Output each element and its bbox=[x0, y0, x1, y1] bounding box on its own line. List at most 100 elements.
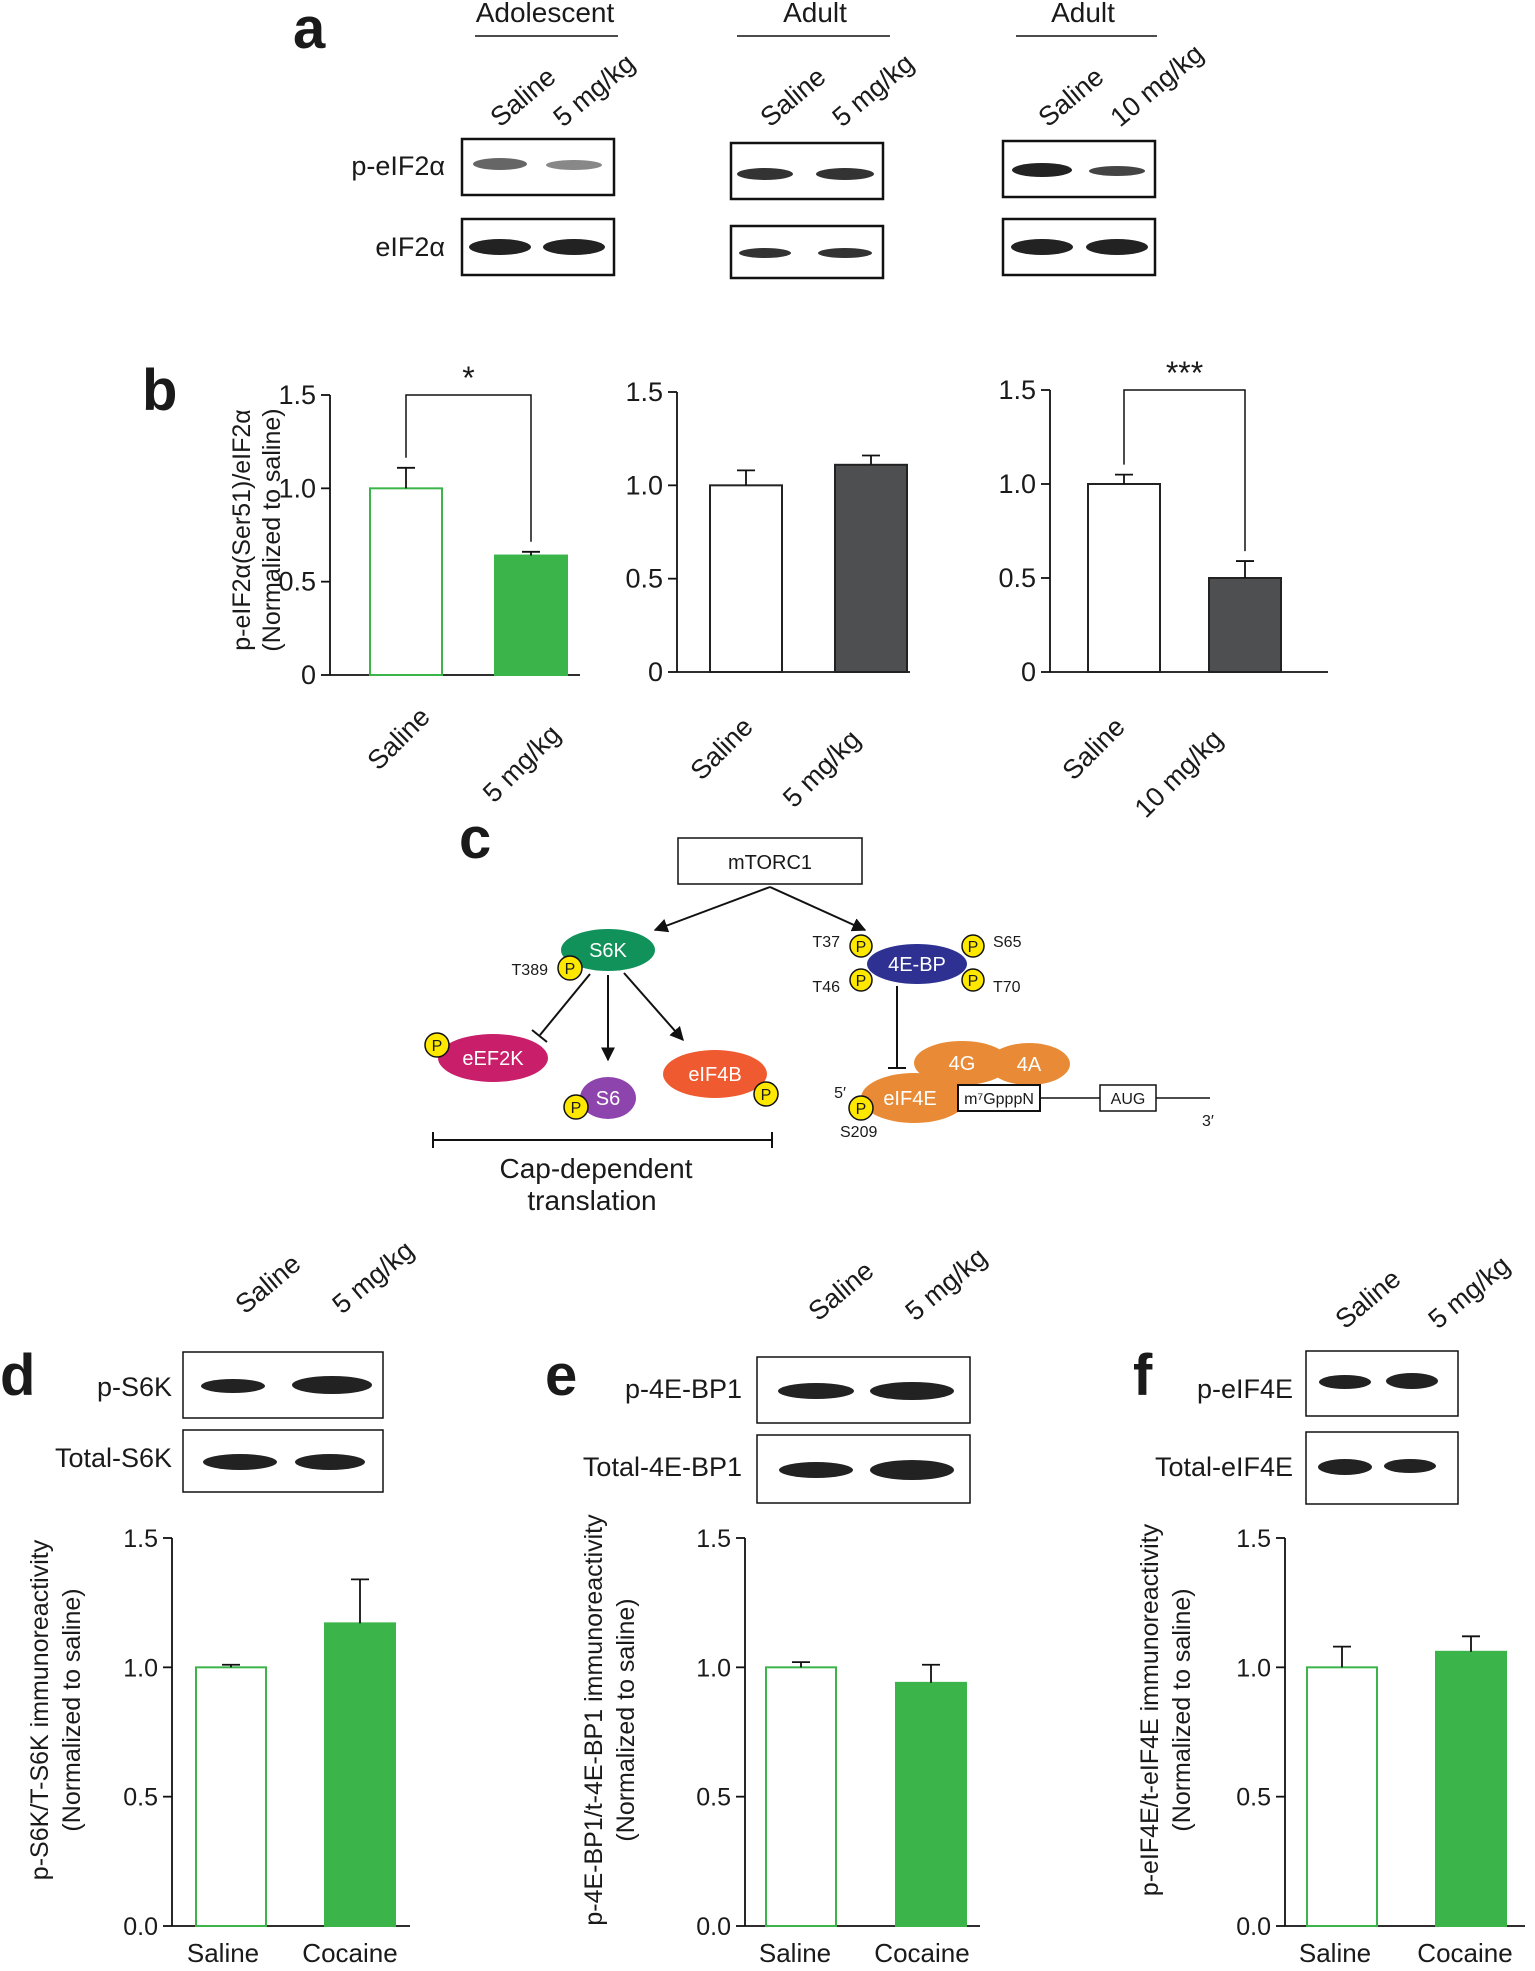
x-tick-label: Saline bbox=[1056, 711, 1130, 785]
blot-band bbox=[292, 1376, 372, 1394]
lane-label-saline: Saline bbox=[485, 61, 562, 132]
x-tick-label: Cocaine bbox=[302, 1938, 397, 1968]
y-tick-label: 0.5 bbox=[278, 567, 316, 597]
y-tick-label: 1.0 bbox=[1236, 1654, 1271, 1682]
bar bbox=[1306, 1666, 1378, 1928]
lane-label-saline: Saline bbox=[1330, 1263, 1407, 1334]
eif4b-label: eIF4B bbox=[688, 1064, 741, 1086]
phospho-site bbox=[961, 934, 985, 958]
blot-band bbox=[201, 1379, 265, 1393]
lane-label-dose: 10 mg/kg bbox=[1105, 38, 1209, 132]
arrow-to-4ebp bbox=[769, 886, 867, 932]
row-label-total-s6k: Total-S6K bbox=[55, 1443, 172, 1473]
phospho-p: P bbox=[856, 939, 867, 956]
phospho-p: P bbox=[571, 1100, 582, 1117]
row-label-p-s6k: p-S6K bbox=[97, 1372, 172, 1402]
t37-label: T37 bbox=[812, 934, 840, 951]
eif4e-node bbox=[861, 1073, 967, 1123]
y-tick-label: 0.0 bbox=[123, 1913, 158, 1941]
blot-band bbox=[816, 168, 874, 180]
t46-label: T46 bbox=[812, 979, 840, 996]
lane-label-saline: Saline bbox=[1033, 61, 1110, 132]
arrow-to-eif4b bbox=[623, 972, 684, 1042]
significance-bracket bbox=[405, 394, 532, 542]
phospho-site bbox=[563, 1094, 589, 1120]
bar-chart-f: 0.0 0.5 1.0 1.5 Saline Cocaine bbox=[1236, 1525, 1525, 1968]
phospho-p: P bbox=[565, 961, 576, 978]
4ebp-node bbox=[867, 944, 967, 984]
y-tick-label: 0.5 bbox=[123, 1784, 158, 1812]
t70-label: T70 bbox=[993, 979, 1021, 996]
blot-group-adult-10: Adult Saline 10 mg/kg bbox=[1001, 0, 1209, 277]
4g-node bbox=[914, 1041, 1010, 1085]
phospho-p: P bbox=[432, 1038, 443, 1055]
y-tick-label: 0.0 bbox=[696, 1913, 731, 1941]
bar bbox=[1087, 483, 1161, 673]
panel-label-a: a bbox=[293, 0, 326, 61]
row-label-p-eif4e: p-eIF4E bbox=[1197, 1374, 1293, 1404]
phospho-p: P bbox=[856, 973, 867, 990]
y-tick-label: 1.0 bbox=[696, 1654, 731, 1682]
blot-band bbox=[1384, 1459, 1436, 1473]
panel-label-b: b bbox=[142, 358, 177, 423]
row-label-total-eif4e: Total-eIF4E bbox=[1155, 1452, 1293, 1482]
blot-band bbox=[543, 239, 605, 255]
y-tick-label: 0 bbox=[648, 657, 663, 687]
y-tick-label: 0.5 bbox=[1236, 1784, 1271, 1812]
blot-e: Saline 5 mg/kg p-4E-BP1 Total-4E-BP1 bbox=[583, 1242, 993, 1504]
y-tick-label: 1.5 bbox=[696, 1525, 731, 1553]
y-tick-label: 0.5 bbox=[696, 1784, 731, 1812]
caption-line-1: Cap-dependent bbox=[499, 1153, 692, 1184]
x-tick-label: 5 mg/kg bbox=[477, 719, 566, 808]
bar bbox=[1208, 577, 1282, 673]
caption-line-2: translation bbox=[527, 1185, 656, 1216]
phospho-p: P bbox=[856, 1101, 867, 1118]
x-tick-label: Cocaine bbox=[1417, 1938, 1512, 1968]
y-axis-subtitle-d: (Normalized to saline) bbox=[58, 1588, 86, 1831]
y-tick-label: 1.5 bbox=[278, 380, 316, 410]
phospho-p: P bbox=[968, 939, 979, 956]
bar bbox=[765, 1666, 837, 1928]
lane-label-saline: Saline bbox=[230, 1248, 307, 1319]
blot-band bbox=[870, 1460, 954, 1480]
y-axis-title-e: p-4E-BP1/t-4E-BP1 immunoreactivity bbox=[580, 1514, 608, 1926]
4g-label: 4G bbox=[949, 1053, 976, 1075]
phospho-site bbox=[753, 1081, 779, 1107]
phospho-site bbox=[849, 934, 873, 958]
panel-label-f: f bbox=[1133, 1343, 1153, 1408]
eef2k-node bbox=[438, 1034, 548, 1082]
eif4b-node bbox=[663, 1050, 767, 1098]
row-label-total-4ebp1: Total-4E-BP1 bbox=[583, 1452, 742, 1482]
bar bbox=[195, 1666, 267, 1928]
lane-label-dose: 5 mg/kg bbox=[327, 1235, 420, 1320]
panel-label-c: c bbox=[459, 806, 491, 871]
lane-label-saline: Saline bbox=[803, 1255, 880, 1326]
arrow-to-s6k bbox=[653, 886, 771, 933]
y-tick-label: 1.0 bbox=[998, 469, 1036, 499]
y-tick-label: 1.0 bbox=[625, 470, 663, 500]
x-tick-label: Saline bbox=[187, 1938, 259, 1968]
blot-band bbox=[778, 1383, 854, 1399]
bar bbox=[709, 484, 783, 674]
lane-label-dose: 5 mg/kg bbox=[900, 1242, 993, 1327]
eef2k-label: eEF2K bbox=[462, 1048, 524, 1070]
y-axis-title-f: p-eIF4E/t-eIF4E immunoreactivity bbox=[1136, 1523, 1164, 1896]
y-tick-label: 1.5 bbox=[625, 377, 663, 407]
bar bbox=[834, 463, 908, 673]
significance-bracket bbox=[1123, 389, 1246, 552]
y-tick-label: 1.5 bbox=[123, 1525, 158, 1553]
phospho-site bbox=[848, 1095, 874, 1121]
y-axis-title-d: p-S6K/T-S6K immunoreactivity bbox=[26, 1539, 54, 1880]
bar bbox=[369, 487, 443, 677]
s6-node bbox=[580, 1077, 636, 1119]
blot-band bbox=[1089, 166, 1145, 176]
group-title-adolescent: Adolescent bbox=[476, 0, 615, 28]
s6k-node bbox=[561, 929, 655, 971]
4a-node bbox=[988, 1043, 1070, 1085]
4ebp-label: 4E-BP bbox=[888, 954, 946, 976]
group-title-adult: Adult bbox=[1051, 0, 1115, 28]
x-tick-label: Saline bbox=[1299, 1938, 1371, 1968]
s6k-label: S6K bbox=[589, 940, 627, 962]
